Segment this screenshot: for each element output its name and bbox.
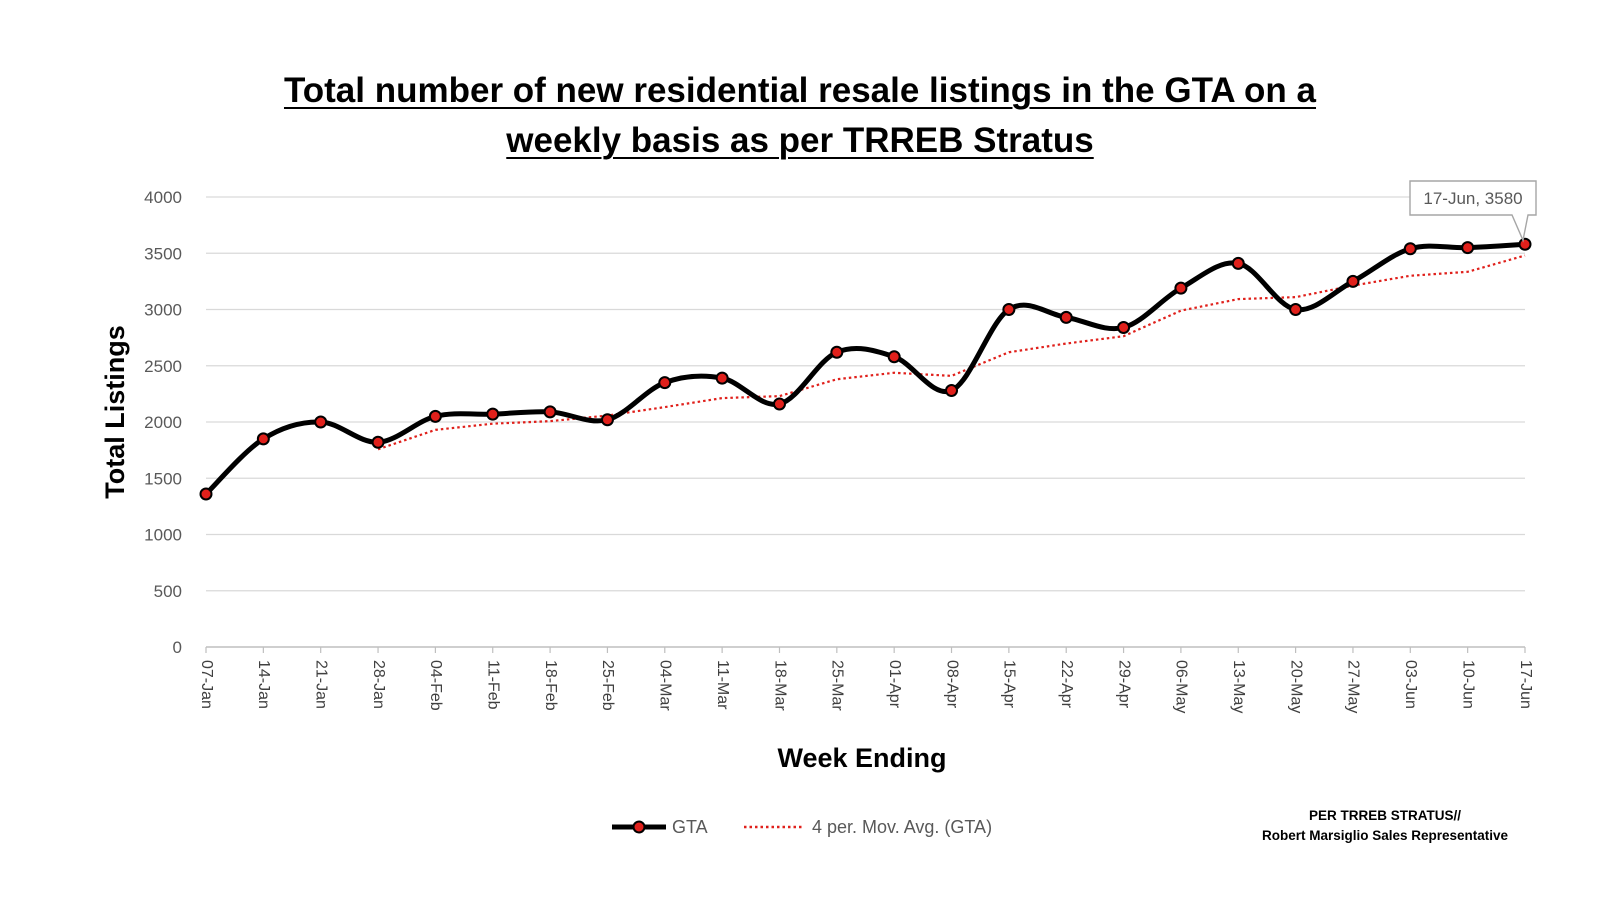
y-tick-label-1500: 1500 (144, 469, 182, 488)
legend-item-gta: GTA (612, 817, 708, 837)
data-point-07-Jan (199, 487, 213, 501)
x-tick-label-15-Apr: 15-Apr (1001, 660, 1018, 709)
chart-title-line-1: Total number of new residential resale l… (283, 71, 1317, 110)
series (199, 237, 1532, 501)
data-point-18-Feb (543, 405, 557, 419)
annotation: 17-Jun, 3580 (1409, 180, 1537, 243)
x-tick-label-04-Mar: 04-Mar (657, 660, 674, 711)
x-tick-label-21-Jan: 21-Jan (312, 660, 329, 709)
legend-item-moving-average: 4 per. Mov. Avg. (GTA) (744, 817, 992, 837)
series-line-gta (203, 241, 1528, 497)
data-point-03-Jun (1403, 242, 1417, 256)
data-point-25-Feb (600, 413, 614, 427)
x-tick-label-07-Jan: 07-Jan (198, 660, 215, 709)
legend-label-gta: GTA (672, 817, 708, 837)
y-tick-label-2500: 2500 (144, 357, 182, 376)
x-tick-label-04-Feb: 04-Feb (427, 660, 444, 711)
x-tick-label-25-Feb: 25-Feb (599, 660, 616, 711)
y-tick-label-2000: 2000 (144, 413, 182, 432)
legend: GTA 4 per. Mov. Avg. (GTA) (612, 817, 992, 837)
data-point-15-Apr (1002, 303, 1016, 316)
data-point-21-Jan (314, 415, 328, 429)
data-point-11-Feb (486, 407, 500, 421)
x-tick-label-10-Jun: 10-Jun (1459, 660, 1476, 709)
chart-title: Total number of new residential resale l… (150, 66, 1450, 166)
legend-label-moving-average: 4 per. Mov. Avg. (GTA) (812, 817, 992, 837)
data-point-25-Mar (830, 345, 844, 359)
gridlines (206, 196, 1525, 592)
x-tick-label-29-Apr: 29-Apr (1115, 660, 1132, 709)
data-point-20-May (1289, 303, 1303, 316)
y-tick-label-3000: 3000 (144, 301, 182, 320)
data-point-27-May (1346, 274, 1360, 288)
y-tick-label-0: 0 (173, 638, 182, 657)
data-point-06-May (1174, 281, 1188, 295)
x-tick-label-08-Apr: 08-Apr (943, 660, 960, 709)
annotation-label: 17-Jun, 3580 (1423, 189, 1522, 208)
x-tick-label-17-Jun: 17-Jun (1517, 660, 1534, 709)
series-line-moving-average (377, 254, 1526, 451)
x-tick-label-01-Apr: 01-Apr (886, 660, 903, 709)
x-tick-label-28-Jan: 28-Jan (370, 660, 387, 709)
x-tick-label-25-Mar: 25-Mar (829, 660, 846, 711)
credit-text: PER TRREB STRATUS// Robert Marsiglio Sal… (1240, 806, 1530, 846)
x-tick-label-14-Jan: 14-Jan (255, 660, 272, 709)
x-tick-label-13-May: 13-May (1230, 660, 1247, 713)
data-point-01-Apr (887, 350, 901, 364)
data-point-22-Apr (1059, 310, 1073, 324)
x-axis-label: Week Ending (777, 743, 946, 773)
x-tick-label-06-May: 06-May (1173, 660, 1190, 713)
data-point-08-Apr (945, 384, 959, 397)
axes: 0 500 1000 1500 2000 2500 3000 3500 4000 07-Jan 14… (144, 188, 1534, 713)
data-point-28-Jan (371, 435, 385, 449)
y-tick-label-1000: 1000 (144, 526, 182, 545)
data-point-18-Mar (772, 397, 786, 411)
legend-marker-gta (632, 820, 646, 834)
credit-line-1: PER TRREB STRATUS// (1308, 808, 1461, 823)
data-point-14-Jan (256, 432, 270, 446)
data-point-11-Mar (715, 371, 729, 385)
x-tick-label-11-Feb: 11-Feb (485, 660, 502, 710)
data-point-29-Apr (1117, 321, 1131, 334)
x-tick-label-18-Feb: 18-Feb (542, 660, 559, 711)
x-tick-label-03-Jun: 03-Jun (1402, 660, 1419, 709)
annotation-callout-box (1409, 180, 1537, 243)
data-point-04-Mar (658, 376, 672, 390)
y-axis-label: Total Listings (100, 325, 130, 499)
data-point-04-Feb (428, 409, 442, 423)
x-tick-label-22-Apr: 22-Apr (1058, 660, 1075, 709)
chart-title-line-2: weekly basis as per TRREB Stratus (506, 121, 1094, 160)
y-tick-label-500: 500 (154, 582, 182, 601)
y-tick-label-4000: 4000 (144, 188, 182, 207)
x-tick-label-20-May: 20-May (1287, 660, 1304, 713)
x-tick-label-27-May: 27-May (1345, 660, 1362, 713)
credit-line-2: Robert Marsiglio Sales Representative (1261, 828, 1509, 843)
y-tick-label-3500: 3500 (144, 244, 182, 263)
data-point-17-Jun (1518, 237, 1532, 251)
data-point-13-May (1231, 256, 1245, 270)
x-tick-label-18-Mar: 18-Mar (771, 660, 788, 711)
data-point-10-Jun (1461, 241, 1475, 255)
x-tick-label-11-Mar: 11-Mar (714, 660, 731, 710)
